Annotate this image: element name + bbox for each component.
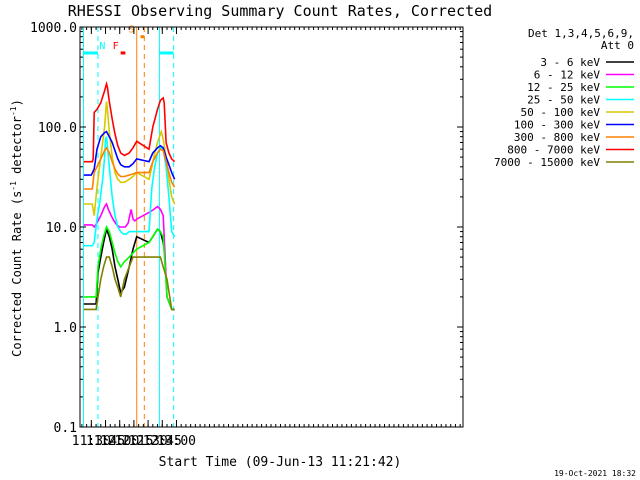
x-tick-label-0: 11:30 <box>72 434 111 449</box>
y-tick-label-2: 10.0 <box>46 221 77 236</box>
state-bar-label-S: S <box>129 25 135 36</box>
y-tick-label-4: 1000.0 <box>30 21 77 36</box>
series-line-7 <box>83 80 176 163</box>
x-tick-label-1: 11:45 <box>86 434 125 449</box>
y-axis-label-mid: detector <box>10 116 24 181</box>
y-axis-label-end: ) <box>10 99 24 106</box>
legend-label-6: 300 - 800 keV <box>514 131 600 144</box>
footer-date: 19-Oct-2021 18:32 <box>554 469 636 478</box>
legend-label-5: 100 - 300 keV <box>514 119 600 132</box>
y-tick-label-0: 0.1 <box>54 421 77 436</box>
y-axis-label-sup2: -1 <box>9 106 18 116</box>
series-line-6 <box>83 146 176 190</box>
x-axis-label: Start Time (09-Jun-13 11:21:42) <box>159 455 402 470</box>
series-line-8 <box>83 256 175 311</box>
y-tick-label-1: 1.0 <box>54 321 77 336</box>
x-tick-label-4: 12:30 <box>129 434 168 449</box>
y-axis: 0.1 1.0 10.0 100.0 1000.0 <box>30 21 463 436</box>
legend-label-2: 12 - 25 keV <box>527 81 600 94</box>
series-line-4 <box>83 101 176 216</box>
y-axis-label-main: Corrected Count Rate (s <box>10 191 24 357</box>
legend-label-0: 3 - 6 keV <box>540 56 600 69</box>
state-bar-label-F: F <box>113 41 119 52</box>
x-tick-label-2: 12:00 <box>100 434 139 449</box>
legend-label-3: 25 - 50 keV <box>527 94 600 107</box>
legend-label-8: 7000 - 15000 keV <box>494 156 600 169</box>
y-tick-label-3: 100.0 <box>38 121 77 136</box>
series-line-5 <box>83 130 176 180</box>
plot-area: N FS <box>82 25 176 427</box>
x-tick-label-5: 12:45 <box>143 434 182 449</box>
series-line-1 <box>83 202 175 311</box>
series-line-3 <box>83 136 176 247</box>
legend-header-line-2: Att 0 <box>601 39 634 52</box>
x-tick-label-6: 13:00 <box>157 434 196 449</box>
y-axis-label-sup1: -1 <box>9 181 18 191</box>
legend-label-4: 50 - 100 keV <box>521 106 601 119</box>
x-tick-label-3: 12:15 <box>114 434 153 449</box>
series-line-2 <box>83 225 175 311</box>
legend-header-line-1: Det 1,3,4,5,6,9, <box>528 27 634 40</box>
legend-label-7: 800 - 7000 keV <box>507 144 600 157</box>
chart-title: RHESSI Observing Summary Count Rates, Co… <box>68 2 492 20</box>
legend-label-1: 6 - 12 keV <box>534 69 601 82</box>
state-bar-label-N: N <box>99 41 105 52</box>
y-axis-label: Corrected Count Rate (s-1 detector-1) <box>9 99 24 357</box>
